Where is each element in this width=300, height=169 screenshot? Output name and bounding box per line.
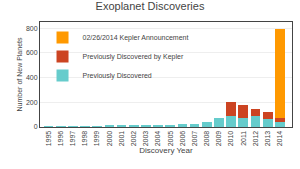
svg-text:2009: 2009 <box>215 131 222 147</box>
svg-text:2001: 2001 <box>118 131 125 147</box>
svg-text:2000: 2000 <box>106 131 113 147</box>
svg-text:2012: 2012 <box>252 131 259 147</box>
svg-text:1996: 1996 <box>57 131 64 147</box>
svg-text:400: 400 <box>26 74 38 81</box>
svg-text:2007: 2007 <box>191 131 198 147</box>
svg-text:Previously Discovered by Keple: Previously Discovered by Kepler <box>83 53 184 61</box>
svg-text:0: 0 <box>34 123 38 130</box>
svg-text:Discovery Year: Discovery Year <box>139 146 193 155</box>
svg-text:2010: 2010 <box>227 131 234 147</box>
svg-text:1997: 1997 <box>69 131 76 147</box>
svg-text:1995: 1995 <box>45 131 52 147</box>
svg-text:2011: 2011 <box>240 131 247 146</box>
svg-text:Previously Discovered: Previously Discovered <box>83 72 152 80</box>
svg-text:200: 200 <box>26 99 38 106</box>
svg-text:Exoplanet Discoveries: Exoplanet Discoveries <box>96 0 205 12</box>
svg-text:2014: 2014 <box>276 131 283 147</box>
svg-text:1999: 1999 <box>93 131 100 147</box>
svg-text:Number of New Planets: Number of New Planets <box>16 37 23 111</box>
svg-text:02/26/2014 Kepler Announcement: 02/26/2014 Kepler Announcement <box>83 34 189 42</box>
svg-text:2002: 2002 <box>130 131 137 147</box>
svg-text:2006: 2006 <box>179 131 186 147</box>
svg-text:2008: 2008 <box>203 131 210 147</box>
svg-text:600: 600 <box>26 49 38 56</box>
svg-text:2005: 2005 <box>167 131 174 147</box>
svg-text:2003: 2003 <box>142 131 149 147</box>
svg-text:2004: 2004 <box>154 131 161 147</box>
svg-text:2013: 2013 <box>264 131 271 147</box>
svg-text:800: 800 <box>26 25 38 32</box>
svg-text:1998: 1998 <box>81 131 88 147</box>
